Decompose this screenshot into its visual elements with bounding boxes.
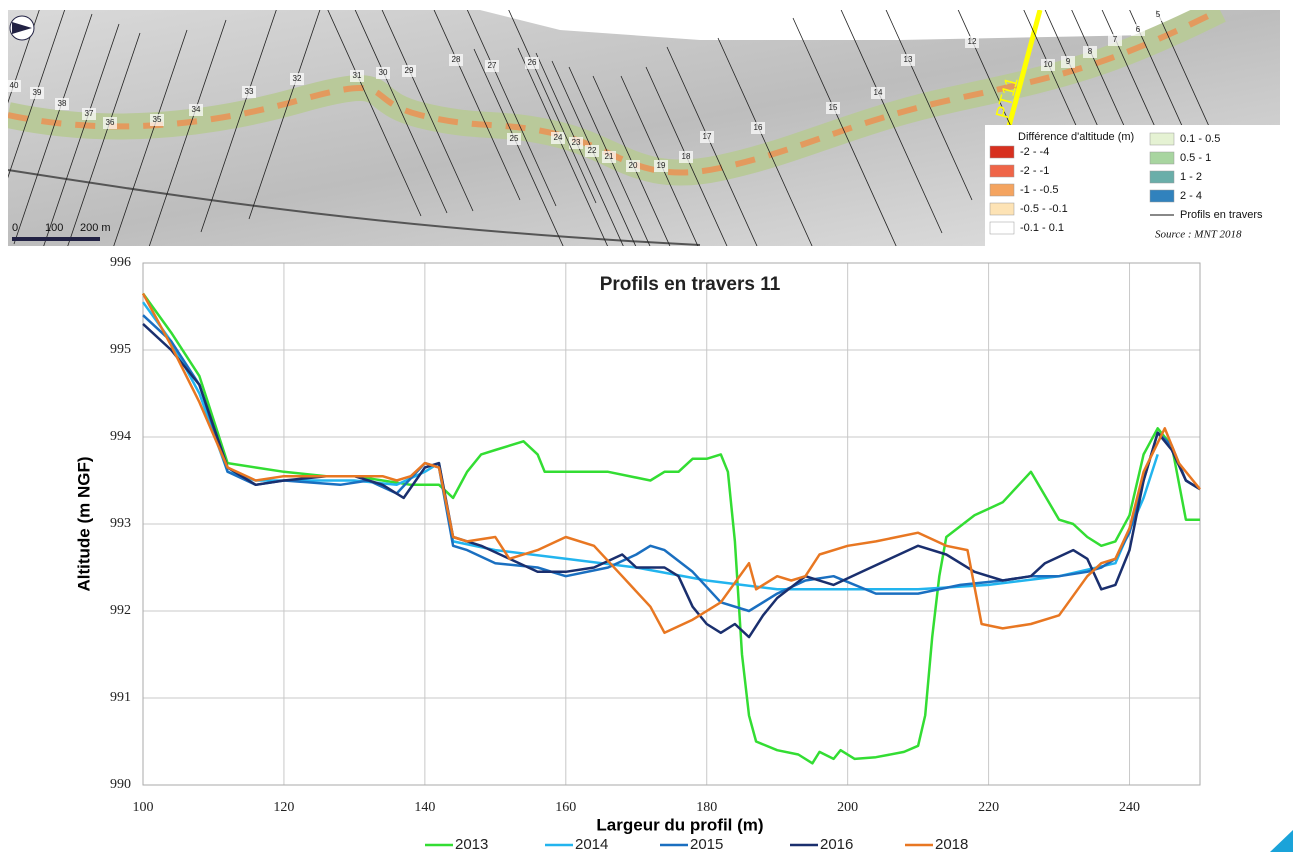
profile-label: 17 bbox=[703, 132, 712, 141]
profile-label: 38 bbox=[58, 99, 67, 108]
legend-label: -2 - -4 bbox=[1020, 146, 1049, 158]
profile-label: 33 bbox=[245, 87, 254, 96]
legend-swatch bbox=[1150, 190, 1174, 202]
profile-label: 7 bbox=[1113, 35, 1118, 44]
legend-label: -2 - -1 bbox=[1020, 165, 1049, 177]
x-tick-label: 160 bbox=[555, 800, 576, 815]
legend-label: -1 - -0.5 bbox=[1020, 184, 1059, 196]
profile-label: 5 bbox=[1156, 10, 1161, 19]
profile-label: 23 bbox=[572, 138, 581, 147]
y-tick-label: 994 bbox=[110, 429, 131, 444]
legend-swatch bbox=[990, 146, 1014, 158]
x-tick-label: 100 bbox=[133, 800, 154, 815]
legend-title: Différence d'altitude (m) bbox=[1018, 131, 1134, 143]
profile-label: 24 bbox=[554, 133, 563, 142]
profile-label: 36 bbox=[106, 118, 115, 127]
y-tick-label: 996 bbox=[110, 255, 131, 270]
profile-label: 35 bbox=[153, 115, 162, 124]
profile-label: 27 bbox=[488, 61, 497, 70]
legend-swatch bbox=[1150, 171, 1174, 183]
legend-label: 0.5 - 1 bbox=[1180, 152, 1211, 164]
legend-swatch bbox=[990, 184, 1014, 196]
profile-label: 15 bbox=[829, 103, 838, 112]
map: 5 6 7 8 9 10 12 13 14 15 16 17 18 19 20 21 22 23 24 25 26 27 2… bbox=[0, 0, 1280, 306]
legend-label: 2 - 4 bbox=[1180, 190, 1202, 202]
profile-label: 18 bbox=[682, 152, 691, 161]
x-axis-label: Largeur du profil (m) bbox=[596, 815, 763, 834]
legend-swatch bbox=[1150, 133, 1174, 145]
profile-label: 31 bbox=[353, 71, 362, 80]
profile-label: 12 bbox=[968, 37, 977, 46]
legend-label: -0.1 - 0.1 bbox=[1020, 222, 1064, 234]
profile-label: 28 bbox=[452, 55, 461, 64]
legend-label: 2015 bbox=[690, 836, 723, 852]
legend-swatch bbox=[1150, 152, 1174, 164]
legend-label: 2013 bbox=[455, 836, 488, 852]
legend-label: 2016 bbox=[820, 836, 853, 852]
profile-label: 34 bbox=[192, 105, 201, 114]
legend-swatch bbox=[990, 203, 1014, 215]
profile-label: 25 bbox=[510, 134, 519, 143]
legend-swatch bbox=[990, 165, 1014, 177]
scale-label: 200 m bbox=[80, 222, 111, 234]
scale-label: 100 bbox=[45, 222, 63, 234]
profile-label: 37 bbox=[85, 109, 94, 118]
y-tick-label: 990 bbox=[110, 777, 131, 792]
profile-label: 19 bbox=[657, 161, 666, 170]
profile-label: 14 bbox=[874, 88, 883, 97]
y-tick-label: 995 bbox=[110, 342, 131, 357]
y-axis-label: Altitude (m NGF) bbox=[74, 456, 93, 591]
legend-label: 2014 bbox=[575, 836, 608, 852]
profile-label: 10 bbox=[1044, 60, 1053, 69]
profile-label: 21 bbox=[605, 152, 614, 161]
profile-label: 32 bbox=[293, 74, 302, 83]
page: 5 6 7 8 9 10 12 13 14 15 16 17 18 19 20 21 22 23 24 25 26 27 2… bbox=[0, 0, 1293, 852]
legend-label: 2018 bbox=[935, 836, 968, 852]
x-tick-label: 140 bbox=[414, 800, 435, 815]
legend-source: Source : MNT 2018 bbox=[1155, 229, 1242, 241]
y-tick-label: 993 bbox=[110, 516, 131, 531]
profile-label: 30 bbox=[379, 68, 388, 77]
legend-label: 0.1 - 0.5 bbox=[1180, 133, 1220, 145]
legend-swatch bbox=[990, 222, 1014, 234]
x-tick-label: 120 bbox=[273, 800, 294, 815]
profile-label: 13 bbox=[904, 55, 913, 64]
corner bbox=[1270, 830, 1293, 852]
scale-label: 0 bbox=[12, 222, 18, 234]
scale-bar bbox=[12, 237, 100, 241]
profile-label: 39 bbox=[33, 88, 42, 97]
y-tick-label: 992 bbox=[110, 603, 131, 618]
profile-label: 8 bbox=[1088, 47, 1093, 56]
profile-label: 6 bbox=[1136, 25, 1141, 34]
x-tick-label: 180 bbox=[696, 800, 717, 815]
profile-label: 20 bbox=[629, 161, 638, 170]
legend-line-label: Profils en travers bbox=[1180, 209, 1263, 221]
legend-label: 1 - 2 bbox=[1180, 171, 1202, 183]
profile-label: 9 bbox=[1066, 57, 1071, 66]
x-tick-label: 200 bbox=[837, 800, 858, 815]
profile-label: 16 bbox=[754, 123, 763, 132]
profile-label: 29 bbox=[405, 66, 414, 75]
y-tick-label: 991 bbox=[110, 690, 131, 705]
x-tick-label: 240 bbox=[1119, 800, 1140, 815]
chart: 990 991 992 993 994 995 996 100 120 140 160 180 200 2… bbox=[74, 255, 1200, 852]
x-tick-label: 220 bbox=[978, 800, 999, 815]
legend-label: -0.5 - -0.1 bbox=[1020, 203, 1068, 215]
profile-label: 22 bbox=[588, 146, 597, 155]
series-line bbox=[143, 294, 1200, 633]
series-line bbox=[143, 294, 1200, 764]
chart-title: Profils en travers 11 bbox=[600, 274, 781, 295]
profile-label: 40 bbox=[10, 81, 19, 90]
profile-label: 26 bbox=[528, 58, 537, 67]
